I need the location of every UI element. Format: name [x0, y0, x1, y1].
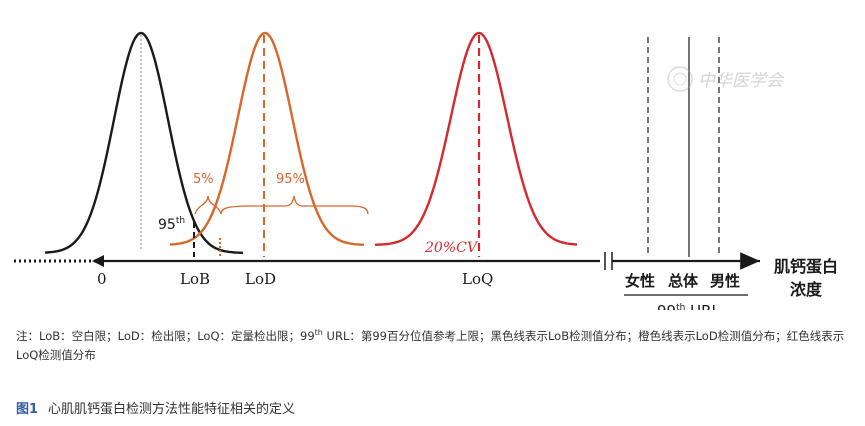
watermark-seal-icon [667, 66, 693, 92]
axis-end-label-line1: 肌钙蛋白 [774, 257, 838, 276]
caption-text: 心肌肌钙蛋白检测方法性能特征相关的定义 [48, 402, 296, 417]
watermark-text: 中华医学会 [698, 71, 785, 91]
url-male-label: 男性 [710, 272, 740, 290]
figure-caption: 图1 心肌肌钙蛋白检测方法性能特征相关的定义 [16, 398, 295, 417]
axis-zero-label: 0 [97, 270, 107, 288]
bracket-5pct [194, 195, 222, 215]
axis-lob-label: LoB [180, 270, 210, 288]
loq-distribution-curve [374, 31, 578, 246]
caption-label: 图1 [16, 402, 39, 417]
url-99th-label: 99th URL [657, 302, 720, 310]
definition-diagram: 5% 95% 95th 0 LoB LoD LoQ 20%CV 女性 总体 男性… [14, 31, 838, 310]
pct-95-label: 95% [276, 172, 305, 187]
loq-cv-label: 20%CV [424, 240, 479, 256]
distribution-curves [44, 31, 578, 254]
pct-5-label: 5% [193, 172, 214, 187]
lob-distribution-curve [44, 31, 243, 254]
note-sup: th [314, 328, 323, 338]
note-part1: 注：LoB：空白限；LoD：检出限；LoQ：定量检出限；99 [16, 329, 315, 343]
axis-end-label-line2: 浓度 [790, 280, 823, 299]
url-female-label: 女性 [625, 272, 655, 290]
percentile-95th-label: 95th [158, 216, 185, 233]
lod-distribution-curve [169, 31, 364, 246]
axis-left-arrow [92, 255, 104, 267]
bracket-95pct [220, 195, 369, 215]
axis-loq-label: LoQ [462, 270, 493, 288]
axis-lod-label: LoD [245, 270, 276, 288]
figure-note: 注：LoB：空白限；LoD：检出限；LoQ：定量检出限；99th URL：第99… [16, 327, 856, 365]
watermark: 中华医学会 [667, 66, 785, 92]
note-part2: URL：第99百分位值参考上限；黑色线表示LoB检测值分布；橙色线表示LoD检测… [16, 329, 845, 362]
url-overall-label: 总体 [668, 272, 699, 290]
